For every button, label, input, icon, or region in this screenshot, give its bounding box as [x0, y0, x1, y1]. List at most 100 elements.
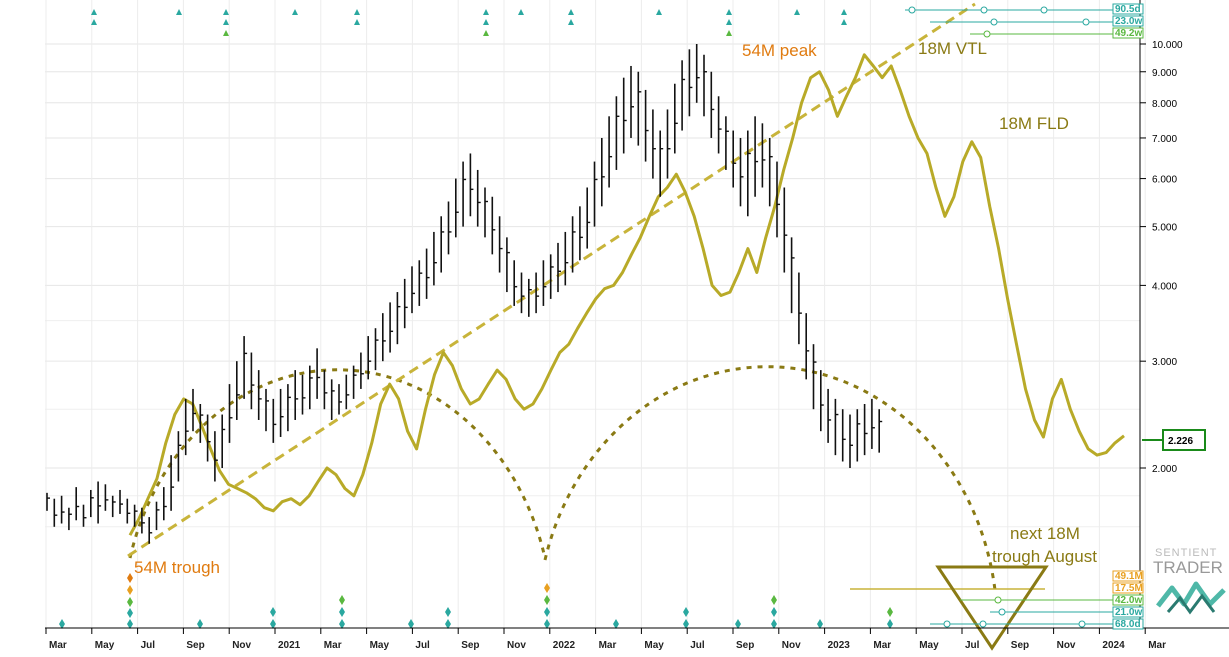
x-tick-label: Mar — [873, 640, 891, 651]
x-tick-label: May — [370, 640, 390, 651]
x-tick-label: Jul — [965, 640, 980, 651]
cycle-top-marker — [518, 9, 524, 15]
last-price-label: 2.226 — [1168, 436, 1193, 447]
cycle-bottom-marker — [887, 607, 893, 617]
x-tick-label: Nov — [782, 640, 801, 651]
x-tick-label: Jul — [415, 640, 430, 651]
cycle-top-marker — [841, 9, 847, 15]
x-tick-label: Sep — [1011, 640, 1029, 651]
cycle-bottom-marker — [339, 607, 345, 617]
cycle-bottom-marker — [735, 619, 741, 629]
cycle-bottom-marker — [613, 619, 619, 629]
cycle-arcs — [128, 365, 997, 591]
cycle-top-marker — [726, 30, 732, 36]
cycle-labels-top: 90.5d 23.0w 49.2w — [905, 3, 1144, 39]
cycle-top-marker — [656, 9, 662, 15]
annotation-18m-vtl: 18M VTL — [918, 39, 987, 58]
cycle-top-marker — [841, 19, 847, 25]
cycle-label-21w: 21.0w — [1115, 607, 1142, 618]
logo-line1: SENTIENT — [1155, 547, 1217, 559]
cycle-top-marker — [91, 9, 97, 15]
x-tick-label: May — [644, 640, 664, 651]
price-bars — [46, 44, 883, 544]
cycle-top-marker — [354, 19, 360, 25]
cycle-top-marker — [223, 30, 229, 36]
annotation-54m-peak: 54M peak — [742, 41, 817, 60]
y-tick-label: 10.000 — [1152, 40, 1183, 51]
cycle-bottom-marker — [771, 607, 777, 617]
y-tick-label: 4.000 — [1152, 281, 1177, 292]
54m-cycle-arc-left — [128, 368, 547, 559]
x-tick-label: Jul — [690, 640, 705, 651]
cycle-top-marker — [483, 9, 489, 15]
x-tick-label: May — [95, 640, 115, 651]
cycle-top-marker — [726, 9, 732, 15]
cycle-top-marker — [223, 19, 229, 25]
annotation-next-18m: next 18M — [1010, 524, 1080, 543]
cycle-bottom-marker — [127, 597, 133, 607]
cycle-bottom-marker — [544, 595, 550, 605]
cycle-top-marker — [483, 19, 489, 25]
cycle-bottom-marker — [887, 619, 893, 629]
cycle-top-marker — [794, 9, 800, 15]
18m-fld-series — [128, 53, 1125, 536]
cycle-top-marker — [354, 9, 360, 15]
cycle-top-marker — [568, 19, 574, 25]
chart-grid — [45, 0, 1146, 628]
cycle-bottom-marker — [408, 619, 414, 629]
cycle-top-marker — [483, 30, 489, 36]
cycle-bottom-marker — [771, 595, 777, 605]
y-tick-label: 8.000 — [1152, 99, 1177, 110]
cycle-bottom-marker — [59, 619, 65, 629]
x-tick-label: May — [919, 640, 939, 651]
y-tick-label: 7.000 — [1152, 134, 1177, 145]
x-axis-ticks: Mar May Jul Sep Nov 2021 Mar May Jul Sep Nov 2022 Ma… — [45, 628, 1166, 651]
cycle-bottom-marker — [544, 619, 550, 629]
trough-target-triangle — [935, 565, 1049, 651]
x-tick-label: Jul — [141, 640, 156, 651]
cycle-label-23w: 23.0w — [1115, 16, 1142, 27]
x-tick-label: Sep — [186, 640, 204, 651]
x-tick-label: 2023 — [828, 640, 851, 651]
cycle-top-marker — [176, 9, 182, 15]
cycle-top-marker — [568, 9, 574, 15]
cycle-bottom-marker — [817, 619, 823, 629]
logo-line2: TRADER — [1153, 558, 1223, 577]
x-tick-label: Mar — [324, 640, 342, 651]
cycle-bottom-marker — [683, 619, 689, 629]
x-tick-label: 2024 — [1102, 640, 1125, 651]
cycle-bottom-marker — [445, 619, 451, 629]
cycle-bottom-marker — [445, 607, 451, 617]
annotation-54m-trough: 54M trough — [134, 558, 220, 577]
fld-line — [128, 53, 1125, 536]
x-tick-label: Mar — [49, 640, 67, 651]
54m-cycle-arc-right — [543, 365, 997, 591]
cycle-label-90d: 90.5d — [1115, 4, 1141, 15]
y-tick-label: 2.000 — [1152, 464, 1177, 475]
cycle-bottom-marker — [127, 585, 133, 595]
cycle-top-marker — [726, 19, 732, 25]
sentient-trader-logo: SENTIENT TRADER — [1153, 547, 1226, 615]
x-tick-label: Sep — [461, 640, 479, 651]
cycle-bottom-marker — [127, 573, 133, 583]
x-tick-label: 2021 — [278, 640, 301, 651]
cycle-bottom-marker — [270, 619, 276, 629]
logo-mark-icon — [1156, 581, 1226, 608]
cycle-bottom-marker — [683, 607, 689, 617]
cycle-bottom-marker — [127, 619, 133, 629]
cycle-bottom-marker — [127, 608, 133, 618]
x-tick-label: Mar — [599, 640, 617, 651]
cycle-bottom-marker — [270, 607, 276, 617]
x-tick-label: Nov — [1057, 640, 1076, 651]
annotation-trough-august: trough August — [992, 547, 1097, 566]
cycle-label-68d: 68.0d — [1115, 619, 1141, 630]
cycle-labels-bottom: 49.1M 17.5M 42.0w 21.0w 68.0d — [930, 570, 1144, 630]
last-price-badge: 2.226 — [1142, 429, 1206, 451]
cycle-markers — [59, 9, 893, 629]
y-tick-label: 9.000 — [1152, 68, 1177, 79]
y-tick-label: 6.000 — [1152, 175, 1177, 186]
x-tick-label: Mar — [1148, 640, 1166, 651]
cycle-label-49m: 49.1M — [1115, 571, 1143, 582]
cycle-top-marker — [292, 9, 298, 15]
